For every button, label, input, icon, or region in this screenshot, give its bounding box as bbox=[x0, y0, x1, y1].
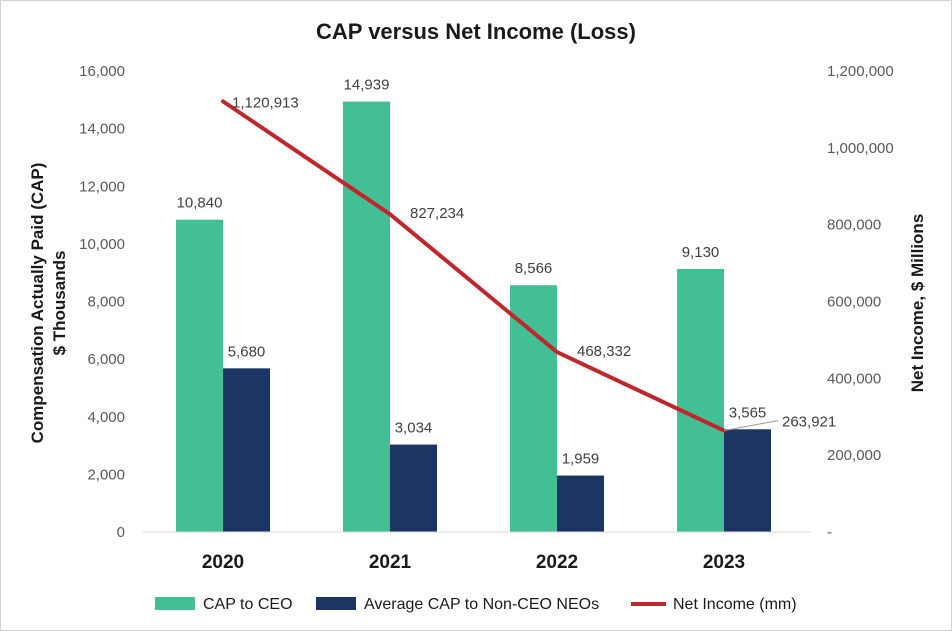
left-axis-title: Compensation Actually Paid (CAP) bbox=[28, 163, 47, 444]
data-label-cap-ceo-2023: 9,130 bbox=[682, 244, 720, 261]
bar-cap-ceo-2022 bbox=[510, 285, 557, 532]
data-label-avg-cap-2022: 1,959 bbox=[562, 451, 600, 468]
legend: CAP to CEO Average CAP to Non-CEO NEOs N… bbox=[155, 596, 797, 613]
left-tick-label: 10,000 bbox=[79, 236, 125, 253]
legend-label-cap-ceo: CAP to CEO bbox=[203, 596, 293, 613]
legend-label-net-income: Net Income (mm) bbox=[673, 596, 797, 613]
right-tick-label: 600,000 bbox=[827, 294, 881, 311]
data-labels-layer: 10,840 5,680 14,939 3,034 8,566 1,959 9,130 3,5… bbox=[177, 77, 837, 468]
left-tick-label: 8,000 bbox=[87, 294, 125, 311]
left-tick-label: 16,000 bbox=[79, 63, 125, 80]
right-tick-label: 1,000,000 bbox=[827, 140, 894, 157]
bar-cap-ceo-2021 bbox=[343, 101, 390, 532]
data-label-net-income-2020: 1,120,913 bbox=[232, 94, 299, 111]
category-label-2023: 2023 bbox=[703, 552, 745, 573]
left-tick-label: 2,000 bbox=[87, 466, 125, 483]
category-label-2021: 2021 bbox=[369, 552, 412, 573]
data-label-avg-cap-2021: 3,034 bbox=[395, 420, 433, 437]
category-labels: 2020 2021 2022 2023 bbox=[202, 552, 745, 573]
left-tick-label: 14,000 bbox=[79, 121, 125, 138]
right-tick-label: 400,000 bbox=[827, 370, 881, 387]
data-label-avg-cap-2020: 5,680 bbox=[228, 343, 266, 360]
legend-swatch-avg-cap bbox=[316, 597, 356, 610]
category-label-2022: 2022 bbox=[536, 552, 578, 573]
legend-swatch-cap-ceo bbox=[155, 597, 195, 610]
left-tick-label: 6,000 bbox=[87, 351, 125, 368]
data-label-avg-cap-2023: 3,565 bbox=[729, 404, 767, 421]
bar-avg-cap-2020 bbox=[223, 368, 270, 532]
bars-layer bbox=[176, 101, 771, 533]
category-label-2020: 2020 bbox=[202, 552, 244, 573]
net-income-line bbox=[221, 99, 726, 433]
right-tick-label: - bbox=[827, 524, 832, 541]
net-income-leader-line bbox=[723, 420, 779, 432]
right-axis-title: Net Income, $ Millions bbox=[908, 214, 927, 393]
net-income-line-layer bbox=[221, 99, 726, 433]
data-label-cap-ceo-2021: 14,939 bbox=[344, 77, 390, 94]
data-label-cap-ceo-2022: 8,566 bbox=[515, 260, 553, 277]
bar-avg-cap-2022 bbox=[557, 475, 604, 532]
right-tick-label: 1,200,000 bbox=[827, 63, 894, 80]
legend-label-avg-cap: Average CAP to Non-CEO NEOs bbox=[364, 596, 599, 613]
left-axis-ticks: 0 2,000 4,000 6,000 8,000 10,000 12,000 14,000 1… bbox=[79, 63, 125, 541]
right-axis-ticks: - 200,000 400,000 600,000 800,000 1,000,000 1,… bbox=[827, 63, 894, 541]
right-tick-label: 200,000 bbox=[827, 447, 881, 464]
left-tick-label: 0 bbox=[117, 524, 125, 541]
chart-title: CAP versus Net Income (Loss) bbox=[316, 19, 636, 44]
bar-avg-cap-2023 bbox=[724, 429, 771, 532]
data-label-net-income-2023: 263,921 bbox=[782, 414, 836, 431]
data-label-cap-ceo-2020: 10,840 bbox=[177, 195, 223, 212]
bar-avg-cap-2021 bbox=[390, 444, 437, 532]
left-axis-subtitle: $ Thousands bbox=[50, 251, 69, 356]
right-tick-label: 800,000 bbox=[827, 217, 881, 234]
bar-cap-ceo-2020 bbox=[176, 219, 223, 533]
bar-cap-ceo-2023 bbox=[677, 268, 724, 532]
data-label-net-income-2021: 827,234 bbox=[410, 205, 464, 222]
left-tick-label: 4,000 bbox=[87, 409, 125, 426]
data-label-net-income-2022: 468,332 bbox=[577, 343, 631, 360]
left-tick-label: 12,000 bbox=[79, 178, 125, 195]
